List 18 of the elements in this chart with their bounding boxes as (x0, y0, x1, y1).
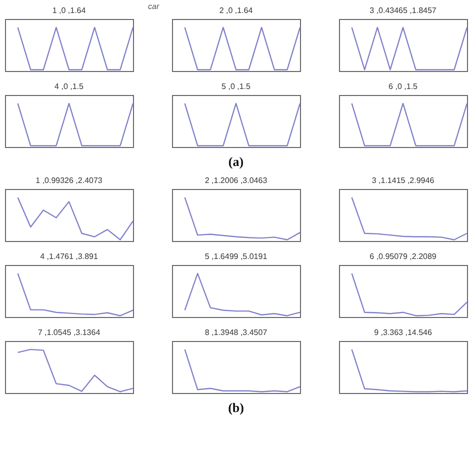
text: (a) (228, 154, 244, 169)
chart-title: 3 ,0.43465 ,1.8457 (370, 6, 437, 15)
chart-title: 6 ,0.95079 ,2.2089 (370, 252, 437, 261)
chart-title: 1 ,0 ,1.64 (52, 6, 86, 15)
text: car (148, 2, 160, 11)
chart-title: 8 ,1.3948 ,3.4507 (204, 328, 268, 337)
chart-title: 2 ,1.2006 ,3.0463 (204, 176, 268, 185)
chart-title: 6 ,0 ,1.5 (388, 82, 418, 91)
chart-title: 1 ,0.99326 ,2.4073 (36, 176, 103, 185)
chart-title: 5 ,1.6499 ,5.0191 (204, 252, 268, 261)
chart-title: 7 ,1.0545 ,3.1364 (38, 328, 101, 337)
chart-title: 5 ,0 ,1.5 (222, 82, 251, 91)
chart-title: 4 ,0 ,1.5 (54, 82, 84, 91)
chart-title: 3 ,1.1415 ,2.9946 (372, 176, 435, 185)
chart-title: 2 ,0 ,1.64 (219, 6, 254, 15)
chart-title: 9 ,3.363 ,14.546 (374, 328, 432, 337)
text: (b) (228, 400, 244, 415)
chart-title: 4 ,1.4761 ,3.891 (40, 252, 98, 261)
